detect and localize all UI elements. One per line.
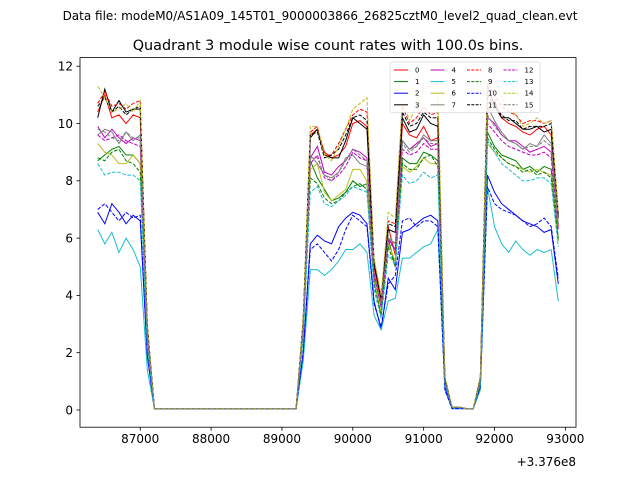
x-tick-label: 90000 xyxy=(334,432,372,446)
y-tick-label: 6 xyxy=(65,231,73,245)
legend-label-12: 12 xyxy=(525,67,534,75)
x-axis-offset-label: +3.376e8 xyxy=(517,455,576,469)
figure-suptitle: Data file: modeM0/AS1A09_145T01_90000038… xyxy=(63,9,578,23)
y-tick-label: 0 xyxy=(65,403,73,417)
y-tick-label: 4 xyxy=(65,289,73,303)
chart-title: Quadrant 3 module wise count rates with … xyxy=(133,38,524,54)
x-tick-label: 92000 xyxy=(475,432,513,446)
legend-label-3: 3 xyxy=(415,101,419,109)
y-tick-label: 8 xyxy=(65,174,73,188)
legend-label-6: 6 xyxy=(452,90,457,98)
axes-frame xyxy=(79,57,577,428)
legend-label-11: 11 xyxy=(488,101,497,109)
legend-label-13: 13 xyxy=(525,78,534,86)
x-tick-label: 91000 xyxy=(405,432,443,446)
legend-label-14: 14 xyxy=(525,90,534,98)
x-tick-label: 88000 xyxy=(192,432,230,446)
legend-label-5: 5 xyxy=(452,78,456,86)
y-tick-label: 10 xyxy=(58,117,73,131)
legend-label-10: 10 xyxy=(488,90,497,98)
y-tick-label: 2 xyxy=(65,346,73,360)
legend-label-9: 9 xyxy=(488,78,492,86)
legend-label-2: 2 xyxy=(415,90,419,98)
legend-box xyxy=(389,61,541,113)
y-tick-label: 12 xyxy=(58,59,73,73)
legend-label-8: 8 xyxy=(488,67,492,75)
legend-label-1: 1 xyxy=(415,78,419,86)
x-tick-label: 89000 xyxy=(263,432,301,446)
legend-label-0: 0 xyxy=(415,67,419,75)
legend-label-7: 7 xyxy=(452,101,456,109)
x-tick-label: 87000 xyxy=(121,432,159,446)
series-line-5 xyxy=(97,186,559,410)
x-tick-label: 93000 xyxy=(546,432,584,446)
legend-label-4: 4 xyxy=(452,67,457,75)
series-line-15 xyxy=(97,113,559,410)
legend-label-15: 15 xyxy=(525,101,534,109)
